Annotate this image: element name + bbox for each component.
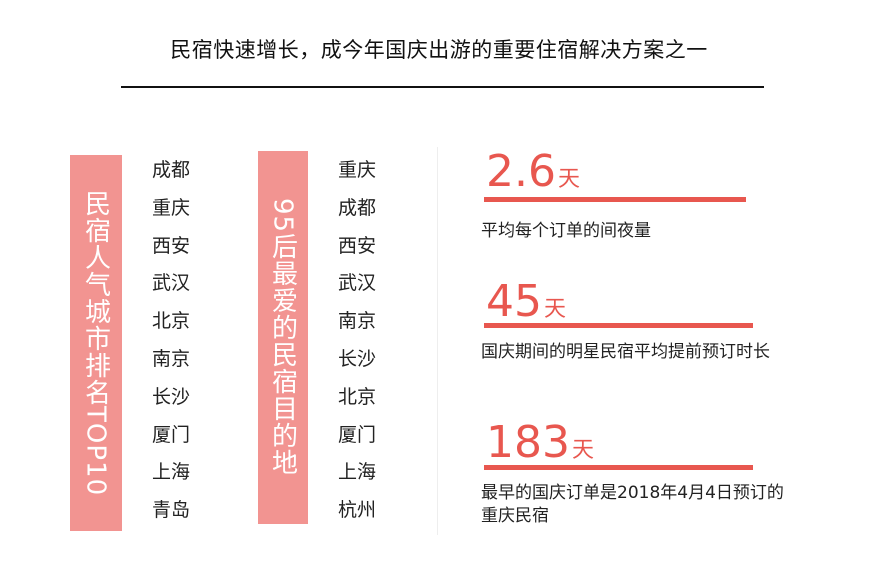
list-item: 重庆 [152, 196, 191, 219]
list-item: 杭州 [338, 499, 377, 522]
stat-description: 平均每个订单的间夜量 [481, 221, 651, 241]
list-item: 南京 [152, 347, 191, 370]
list-item: 西安 [152, 234, 191, 257]
stat-description: 国庆期间的明星民宿平均提前预订时长 [481, 342, 770, 362]
popular-cities-label: 民宿人气城市排名TOP10 [80, 189, 111, 497]
list-item: 北京 [338, 385, 377, 408]
stat-unit: 天 [544, 297, 567, 322]
gen-95-destinations-label-box: 95后最爱的民宿目的地 [258, 151, 308, 524]
list-item: 上海 [152, 461, 191, 484]
list-item: 上海 [338, 461, 377, 484]
stat-value-group: 2.6天 [486, 150, 580, 194]
section-divider [437, 147, 438, 535]
stat-value: 2.6 [486, 146, 556, 197]
stat-underline [484, 323, 753, 328]
list-item: 武汉 [338, 272, 377, 295]
gen-95-destinations-list: 重庆 成都 西安 武汉 南京 长沙 北京 厦门 上海 杭州 [338, 158, 376, 536]
gen-95-destinations-label: 95后最爱的民宿目的地 [267, 198, 298, 477]
stat-value-group: 183天 [486, 421, 594, 465]
title-underline [121, 86, 764, 88]
list-item: 成都 [152, 159, 191, 181]
list-item: 北京 [152, 310, 191, 333]
stat-value-group: 45天 [486, 280, 566, 324]
list-item: 青岛 [152, 499, 191, 522]
list-item: 厦门 [338, 423, 377, 446]
stat-value: 183 [486, 417, 570, 468]
stat-unit: 天 [571, 438, 594, 463]
stat-underline [484, 465, 753, 470]
list-item: 长沙 [338, 347, 377, 370]
popular-cities-list: 成都 重庆 西安 武汉 北京 南京 长沙 厦门 上海 青岛 [152, 158, 190, 536]
list-item: 重庆 [338, 159, 377, 181]
stat-unit: 天 [557, 167, 580, 192]
popular-cities-label-box: 民宿人气城市排名TOP10 [70, 155, 122, 531]
list-item: 长沙 [152, 385, 191, 408]
list-item: 武汉 [152, 272, 191, 295]
stat-description: 最早的国庆订单是2018年4月4日预订的重庆民宿 [481, 483, 784, 526]
list-item: 西安 [338, 234, 377, 257]
page-title: 民宿快速增长，成今年国庆出游的重要住宿解决方案之一 [170, 38, 708, 62]
list-item: 成都 [338, 196, 377, 219]
stat-underline [484, 197, 746, 202]
list-item: 南京 [338, 310, 377, 333]
stat-value: 45 [486, 276, 542, 327]
list-item: 厦门 [152, 423, 191, 446]
